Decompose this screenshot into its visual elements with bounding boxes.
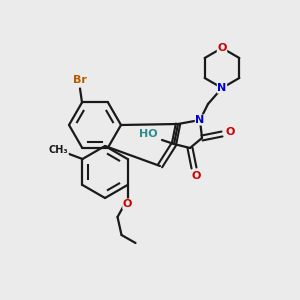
Text: HO: HO <box>139 129 157 139</box>
Text: N: N <box>218 83 226 93</box>
Text: N: N <box>195 115 205 125</box>
Text: Br: Br <box>73 76 87 85</box>
Text: O: O <box>191 171 201 181</box>
Text: CH₃: CH₃ <box>49 145 68 155</box>
Text: O: O <box>123 199 132 209</box>
Text: O: O <box>217 43 227 53</box>
Text: O: O <box>225 127 235 137</box>
